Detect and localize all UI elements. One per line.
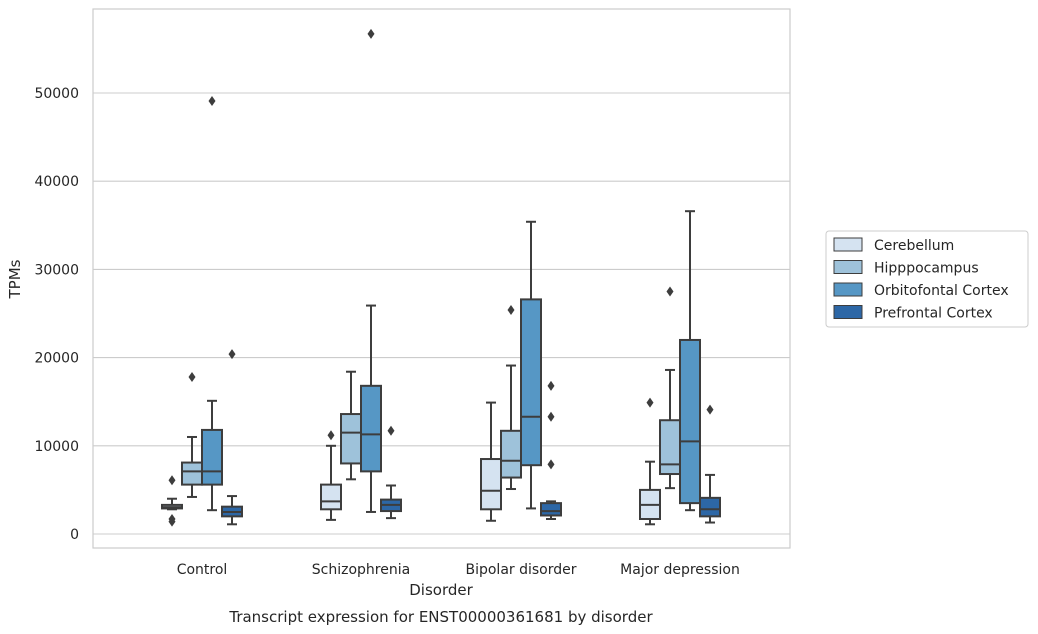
outlier-point — [188, 372, 196, 383]
box-series — [161, 28, 721, 527]
y-tick-label: 10000 — [34, 439, 79, 455]
box — [221, 349, 243, 526]
box — [639, 397, 661, 526]
box-iqr — [480, 458, 502, 511]
outlier-point — [507, 304, 515, 315]
box — [181, 372, 203, 498]
box — [480, 401, 502, 522]
legend-label: Cerebellum — [874, 238, 954, 254]
box-iqr — [340, 413, 362, 465]
x-tick-label: Schizophrenia — [312, 562, 410, 578]
outlier-point — [547, 411, 555, 422]
box-iqr — [360, 384, 382, 473]
legend-label: Orbitofontal Cortex — [874, 283, 1009, 299]
box — [520, 220, 542, 510]
box-iqr — [520, 298, 542, 467]
box-iqr — [699, 496, 721, 518]
outlier-point — [168, 475, 176, 486]
box-iqr — [320, 483, 342, 511]
box — [380, 425, 402, 520]
legend-label: Prefrontal Cortex — [874, 306, 993, 322]
y-tick-label: 0 — [70, 527, 79, 543]
outlier-point — [327, 430, 335, 441]
box-iqr — [201, 428, 223, 486]
legend-swatch — [833, 282, 863, 297]
outlier-point — [208, 95, 216, 106]
box-iqr — [540, 502, 562, 517]
series-orbitofontal-cortex — [201, 28, 701, 513]
x-tick-label: Control — [177, 562, 228, 578]
box-iqr — [181, 461, 203, 486]
box — [161, 475, 183, 527]
legend-label: Hipppocampus — [874, 261, 979, 277]
box — [679, 210, 701, 512]
y-tick-labels: 0 10000 20000 30000 40000 50000 — [34, 86, 79, 543]
x-tick-label: Major depression — [620, 562, 740, 578]
legend-frame — [825, 230, 1029, 328]
box-iqr — [500, 429, 522, 479]
y-tick-label: 20000 — [34, 351, 79, 367]
outlier-point — [547, 459, 555, 470]
outlier-point — [706, 404, 714, 415]
outlier-point — [387, 425, 395, 436]
y-tick-label: 30000 — [34, 262, 79, 278]
y-tick-label: 50000 — [34, 86, 79, 102]
box — [659, 286, 681, 490]
box-iqr — [659, 419, 681, 476]
box-iqr — [679, 338, 701, 505]
box — [201, 95, 223, 512]
outlier-point — [168, 516, 176, 527]
series-prefrontal-cortex — [221, 349, 721, 526]
box — [360, 28, 382, 513]
outlier-point — [547, 380, 555, 391]
box — [320, 430, 342, 521]
plot-frame — [92, 8, 791, 549]
outlier-point — [228, 349, 236, 360]
y-axis-label: TPMs — [6, 259, 24, 299]
box — [340, 370, 362, 481]
chart-caption: Transcript expression for ENST0000036168… — [228, 608, 653, 626]
series-hipppocampus — [181, 286, 681, 498]
x-tick-label: Bipolar disorder — [465, 562, 576, 578]
legend-swatch — [833, 260, 863, 274]
outlier-point — [367, 28, 375, 39]
box — [500, 304, 522, 491]
x-tick-labels: Control Schizophrenia Bipolar disorder Majo… — [177, 562, 740, 578]
outlier-point — [646, 397, 654, 408]
legend-swatch — [833, 305, 863, 319]
box — [699, 404, 721, 524]
legend: Cerebellum Hipppocampus Orbitofontal Corte… — [825, 230, 1029, 328]
series-cerebellum — [161, 397, 661, 527]
box — [540, 380, 562, 521]
y-tick-label: 40000 — [34, 174, 79, 190]
x-axis-label: Disorder — [409, 581, 473, 599]
legend-swatch — [833, 237, 863, 252]
outlier-point — [666, 286, 674, 297]
